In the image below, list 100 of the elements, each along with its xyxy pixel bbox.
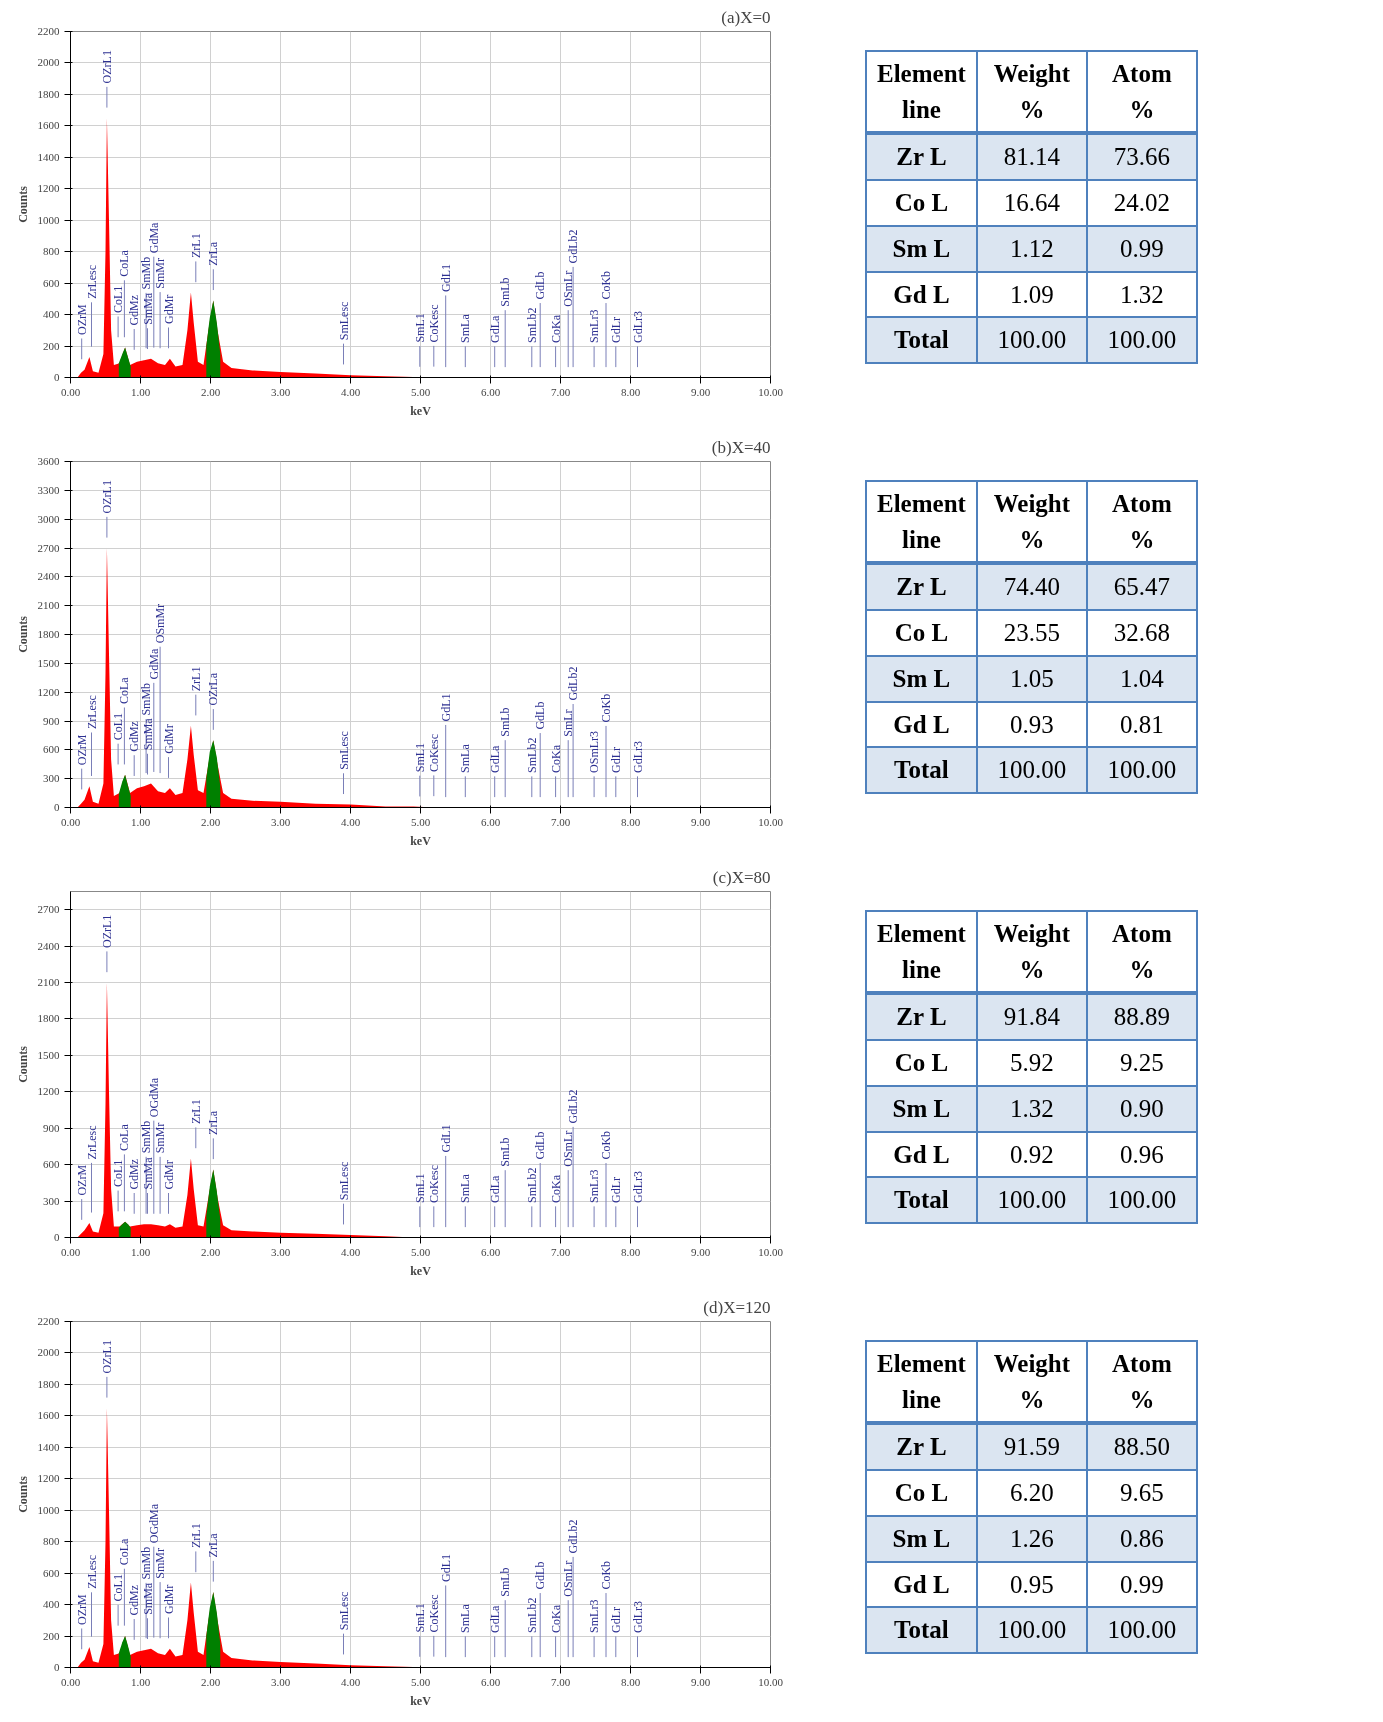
ref-line-label: GdLr xyxy=(608,746,623,773)
y-tick-label: 300 xyxy=(43,772,60,785)
x-tick-label: 2.00 xyxy=(200,815,221,828)
ref-line-label: OGdMa xyxy=(146,1503,161,1544)
y-tick-label: 1500 xyxy=(37,656,60,669)
x-tick-label: 10.00 xyxy=(758,385,784,398)
ref-line-label: ZrLa xyxy=(206,1110,221,1135)
ref-line-label: GdL1 xyxy=(438,1124,453,1153)
text: 74.40 xyxy=(1003,573,1060,601)
ref-line-label: CoKb xyxy=(599,693,613,723)
ref-line-label: GdLa xyxy=(487,314,502,343)
text: 0.96 xyxy=(1120,1140,1164,1168)
y-tick-label: 900 xyxy=(43,714,60,727)
category-label: Element line xyxy=(866,481,977,564)
x-tick-label: 8.00 xyxy=(620,1675,641,1688)
x-tick-label: 7.00 xyxy=(550,385,571,398)
x-tick-label: 5.00 xyxy=(410,1245,431,1258)
x-tick-label: 6.00 xyxy=(480,815,501,828)
category-label: Element line xyxy=(866,911,977,994)
text: 100.00 xyxy=(997,1616,1067,1644)
y-tick-label: 1400 xyxy=(37,1440,60,1453)
ref-line-label: GdMz xyxy=(127,721,142,752)
text: 100.00 xyxy=(1107,1186,1177,1214)
ref-line-label: OSmLr xyxy=(561,1560,576,1597)
y-tick-label: 800 xyxy=(43,1535,60,1548)
x-tick-label: 5.00 xyxy=(410,1675,431,1688)
ref-line-label: ZrLesc xyxy=(84,264,99,299)
y-axis-title: Counts xyxy=(15,615,30,653)
x-tick-label: 9.00 xyxy=(690,1245,711,1258)
x-tick-label: 8.00 xyxy=(620,385,641,398)
text: 0.99 xyxy=(1120,234,1164,262)
text: 100.00 xyxy=(997,326,1067,354)
category-label: Sm L xyxy=(892,1524,951,1552)
x-tick-label: 6.00 xyxy=(480,385,501,398)
x-tick-label: 2.00 xyxy=(200,385,221,398)
ref-line-label: GdLb2 xyxy=(566,1089,581,1124)
x-tick-label: 4.00 xyxy=(340,1245,361,1258)
y-tick-label: 200 xyxy=(43,339,60,352)
chart-title: (d)X=120 xyxy=(703,1297,771,1317)
ref-line-label: SmL1 xyxy=(412,313,427,343)
chart-title: (b)X=40 xyxy=(711,437,771,457)
y-tick-label: 2700 xyxy=(37,903,60,916)
ref-line-label: SmLesc xyxy=(336,1161,351,1201)
ref-line-label: GdMz xyxy=(127,1584,142,1616)
x-tick-label: 7.00 xyxy=(550,815,571,828)
x-tick-label: 8.00 xyxy=(620,815,641,828)
ref-line-label: GdMa xyxy=(146,648,161,680)
y-tick-label: 600 xyxy=(43,743,60,756)
y-tick-label: 600 xyxy=(43,276,60,289)
ref-line-label: SmMa xyxy=(140,292,155,325)
category-label: Weight % xyxy=(976,51,1087,134)
ref-line-label: SmLa xyxy=(458,1603,473,1633)
text: 73.66 xyxy=(1113,143,1170,171)
text: 24.02 xyxy=(1113,189,1170,217)
ref-line-label: SmLb2 xyxy=(524,737,539,773)
category-label: Co L xyxy=(894,1049,949,1077)
text: 0.90 xyxy=(1120,1094,1164,1122)
ref-line-label: OZrL1 xyxy=(99,914,114,948)
ref-line-label: CoKesc xyxy=(426,304,441,343)
ref-line-label: GdMz xyxy=(127,294,142,326)
category-label: Sm L xyxy=(892,664,951,692)
x-tick-label: 10.00 xyxy=(758,815,784,828)
category-label: Zr L xyxy=(896,1433,947,1461)
ref-line-label: OZrM xyxy=(74,1164,89,1196)
ref-line-label: GdLb xyxy=(533,1561,548,1590)
y-tick-label: 0 xyxy=(54,1231,60,1243)
ref-line-label: GdLa xyxy=(487,744,502,773)
ref-line-label: OZrL1 xyxy=(99,50,114,84)
y-axis-title: Counts xyxy=(15,1045,30,1083)
category-label: Total xyxy=(894,1616,949,1644)
ref-line-label: SmLesc xyxy=(336,1591,351,1631)
y-tick-label: 1000 xyxy=(37,213,60,226)
text: 100.00 xyxy=(1107,326,1177,354)
ref-line-label: GdMa xyxy=(146,221,161,254)
text: 6.20 xyxy=(1010,1479,1054,1507)
ref-line-label: GdLr xyxy=(608,1176,623,1203)
ref-line-label: SmMr xyxy=(153,1547,168,1579)
y-tick-label: 1200 xyxy=(37,1472,60,1485)
ref-line-label: CoLa xyxy=(117,676,132,705)
x-tick-label: 4.00 xyxy=(340,385,361,398)
ref-line-label: ZrLesc xyxy=(84,695,99,730)
y-tick-label: 0 xyxy=(54,1661,60,1673)
x-tick-label: 5.00 xyxy=(410,385,431,398)
ref-line-label: GdMz xyxy=(127,1158,142,1190)
category-label: Co L xyxy=(894,189,949,217)
ref-line-label: CoKb xyxy=(599,270,613,300)
text: 9.65 xyxy=(1120,1479,1164,1507)
y-tick-label: 3600 xyxy=(37,455,60,467)
y-tick-label: 900 xyxy=(43,1121,60,1134)
category-label: Gd L xyxy=(893,1570,950,1598)
ref-line-label: CoL1 xyxy=(111,285,126,314)
ref-line-label: SmLb xyxy=(498,1137,513,1167)
ref-line-label: SmLb xyxy=(498,1567,513,1597)
x-tick-label: 5.00 xyxy=(410,815,431,828)
category-label: Co L xyxy=(894,619,949,647)
text: 0.99 xyxy=(1120,1570,1164,1598)
ref-line-label: CoKesc xyxy=(426,1164,441,1203)
text: 100.00 xyxy=(1107,1616,1177,1644)
ref-line-label: SmLesc xyxy=(336,731,351,770)
y-tick-label: 2100 xyxy=(37,599,60,612)
